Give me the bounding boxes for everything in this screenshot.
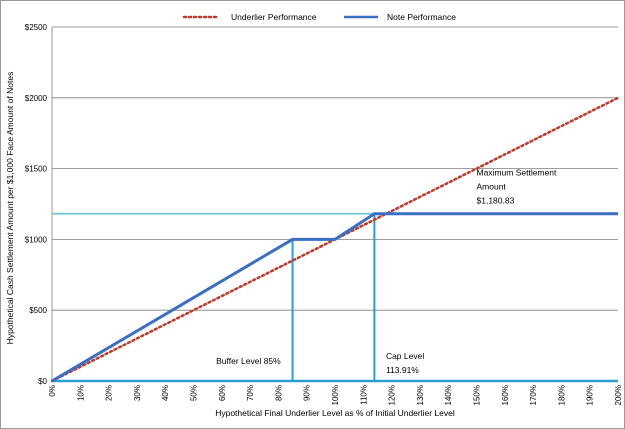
x-tick-label-11: 110% [359, 385, 368, 405]
x-tick-label-13: 130% [416, 385, 425, 405]
x-tick-label-10: 100% [331, 385, 340, 405]
x-tick-label-15: 150% [473, 385, 482, 405]
y-tick-label-4: $2000 [25, 94, 48, 103]
y-tick-label-2: $1000 [25, 235, 48, 244]
grid [51, 26, 618, 381]
x-tick-label-19: 190% [586, 385, 595, 405]
annotation-0-line-2: $1,180.83 [477, 196, 515, 206]
x-tick-label-2: 20% [105, 385, 114, 401]
annotations: Maximum Settlement Amount $1,180.83 Buffer … [216, 168, 557, 375]
x-tick-label-20: 200% [614, 385, 623, 405]
y-tick-label-3: $1500 [25, 165, 48, 174]
x-tick-label-8: 80% [274, 385, 283, 401]
x-tick-label-9: 90% [303, 385, 312, 401]
x-tick-label-7: 70% [246, 385, 255, 401]
x-tick-label-5: 50% [190, 385, 199, 401]
y-tick-labels: $0 $500 $1000 $1500 $2000 $2500 [25, 23, 48, 386]
x-tick-label-4: 40% [161, 385, 170, 401]
y-tick-label-1: $500 [29, 306, 47, 315]
x-tick-label-12: 120% [388, 385, 397, 405]
x-tick-label-6: 60% [218, 385, 227, 401]
series-line-1 [51, 212, 618, 383]
y-tick-label-5: $2500 [25, 23, 48, 32]
x-tick-label-0: 0% [48, 385, 57, 397]
x-tick-label-1: 10% [76, 385, 85, 401]
x-tick-label-18: 180% [557, 385, 566, 405]
legend-label-underlier: Underlier Performance [231, 12, 317, 22]
x-tick-label-14: 140% [444, 385, 453, 405]
series-layer [50, 96, 620, 383]
y-axis-title: Hypothetical Cash Settlement Amount per … [5, 72, 15, 345]
annotation-2-line-0: Cap Level [386, 351, 424, 361]
annotation-0-line-1: Amount [477, 182, 507, 192]
legend-label-note: Note Performance [387, 12, 456, 22]
x-tick-label-17: 170% [529, 385, 538, 405]
annotation-1: Buffer Level 85% [216, 356, 281, 366]
annotation-1-line-0: Buffer Level 85% [216, 356, 281, 366]
x-tick-labels: 0% 10% 20% 30% 40% 50% 60% 70% 80% 90% 100% 110% 120… [48, 385, 623, 405]
annotation-0-line-0: Maximum Settlement [477, 168, 557, 178]
annotation-0: Maximum Settlement Amount $1,180.83 [477, 168, 557, 206]
x-tick-label-3: 30% [133, 385, 142, 401]
x-axis-title: Hypothetical Final Underlier Level as % … [215, 408, 455, 418]
y-tick-label-0: $0 [38, 377, 47, 386]
x-tick-label-16: 160% [501, 385, 510, 405]
annotation-2-line-1: 113.91% [386, 365, 419, 375]
annotation-2: Cap Level 113.91% [386, 351, 424, 375]
legend: Underlier Performance Note Performance [182, 12, 456, 22]
